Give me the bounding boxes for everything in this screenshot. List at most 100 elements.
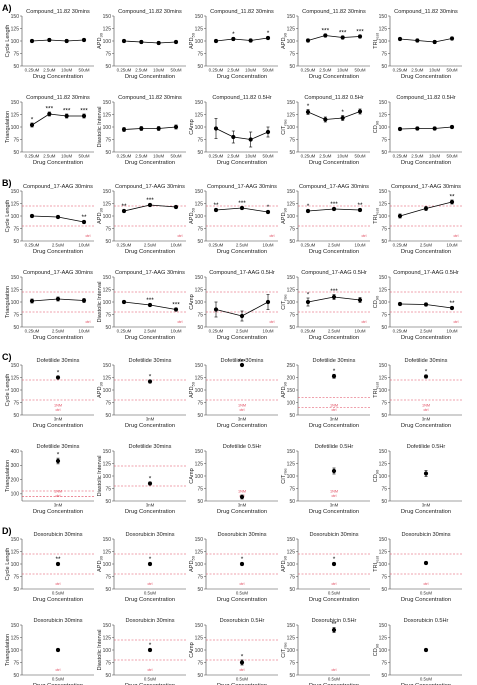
x-tick-label: 3nM xyxy=(422,503,431,508)
control-label: ctrl xyxy=(269,320,274,324)
control-label: 1NM xyxy=(330,490,338,494)
data-point xyxy=(213,38,219,44)
y-tick-label: 125 xyxy=(287,26,296,32)
chart-panel-11: Compound_17-AAG 30mins 50 75 100 125 150Cycle… xyxy=(5,184,94,255)
y-tick-label: 150 xyxy=(195,363,204,369)
y-tick-label: 100 xyxy=(11,214,20,220)
y-tick-label: 50 xyxy=(197,325,203,331)
y-tick-label: 125 xyxy=(195,26,204,32)
y-tick-label: 150 xyxy=(195,189,204,195)
x-tick-label: 50uM xyxy=(447,68,458,73)
x-tick-label: 2.5uM xyxy=(411,154,424,159)
data-point xyxy=(55,375,61,380)
y-axis-label: APD50 xyxy=(189,555,196,572)
control-label: ctrl xyxy=(423,408,428,412)
data-point xyxy=(357,297,363,303)
series-line xyxy=(399,38,453,43)
y-tick-label: 75 xyxy=(289,51,295,57)
x-tick-label: 0.5uM xyxy=(144,591,157,596)
y-tick-label: 75 xyxy=(197,574,203,580)
control-label: ctrl xyxy=(239,408,244,412)
x-tick-label: 2.5uM xyxy=(144,329,157,334)
data-point xyxy=(139,126,144,131)
x-tick-label: 3nM xyxy=(54,503,63,508)
data-point xyxy=(248,137,253,142)
y-tick-label: 150 xyxy=(287,388,296,394)
x-tick-label: 0.5uM xyxy=(52,677,65,682)
y-tick-label: 75 xyxy=(105,137,111,143)
data-point xyxy=(121,127,127,132)
chart-title: Compound_11.82 30mins xyxy=(302,9,366,15)
chart-panel-12: Compound_17-AAG 30mins 50 75 100 125 150 APD30… xyxy=(97,184,186,255)
chart-title: Dofetilide 0.5Hr xyxy=(315,444,354,450)
control-label: ctrl xyxy=(239,668,244,672)
x-axis-label: Drug Concentration xyxy=(125,423,175,429)
x-tick-label: 10uM xyxy=(429,154,440,159)
y-tick-label: 50 xyxy=(13,239,19,245)
x-axis-label: Drug Concentration xyxy=(125,74,175,80)
x-tick-label: 2.5uM xyxy=(43,68,56,73)
x-tick-label: 0.5uM xyxy=(52,591,65,596)
y-tick-label: 150 xyxy=(287,100,296,106)
chart-panel-33: Doxorubicin 30mins 50 75 100 125 150 APD50 ctrl… xyxy=(189,532,278,603)
y-tick-label: 100 xyxy=(11,388,20,394)
y-tick-label: 150 xyxy=(379,537,388,543)
y-tick-label: 125 xyxy=(103,112,112,118)
chart-title: Dofetilide 0.5Hr xyxy=(407,444,446,450)
chart-panel-23: Dofetilide 30mins 50 75 100 125 150 APD50 1NMct… xyxy=(189,358,278,429)
control-label: ctrl xyxy=(269,234,274,238)
y-tick-label: 125 xyxy=(11,287,20,293)
chart-panel-8: Compound_11.82 0.5Hr 50 75 100 125 150 CAmp 0.2… xyxy=(189,95,278,166)
chart-title: Compound_11.82 30mins xyxy=(394,9,458,15)
chart-panel-14: Compound_17-AAG 30mins 50 75 100 125 150 APD90… xyxy=(281,184,370,255)
x-tick-label: 10uM xyxy=(61,154,72,159)
y-tick-label: 125 xyxy=(379,461,388,467)
y-axis-label: APD30 xyxy=(97,32,104,49)
series-line xyxy=(307,35,361,41)
y-tick-label: 100 xyxy=(379,388,388,394)
x-axis-label: Drug Concentration xyxy=(33,74,83,80)
y-tick-label: 150 xyxy=(103,275,112,281)
y-tick-label: 50 xyxy=(13,413,19,419)
y-tick-label: 125 xyxy=(379,635,388,641)
y-tick-label: 125 xyxy=(11,635,20,641)
data-point xyxy=(29,213,35,219)
y-tick-label: 50 xyxy=(197,499,203,505)
control-label: ctrl xyxy=(331,668,336,672)
chart-title: Compound_11.82 30mins xyxy=(118,95,182,101)
y-tick-label: 150 xyxy=(103,14,112,20)
chart-title: Compound_17-AAG 0.5Hr xyxy=(393,270,459,276)
y-tick-label: 75 xyxy=(381,400,387,406)
y-tick-label: 100 xyxy=(103,214,112,220)
y-tick-label: 50 xyxy=(105,64,111,70)
x-tick-label: 50uM xyxy=(355,68,366,73)
chart-title: Compound_11.82 30mins xyxy=(26,95,90,101)
y-tick-label: 75 xyxy=(289,137,295,143)
control-label: 1NM xyxy=(54,404,62,408)
y-tick-label: 50 xyxy=(289,150,295,156)
data-point xyxy=(81,113,87,119)
chart-title: Dofetilide 30mins xyxy=(37,358,80,364)
data-point xyxy=(121,299,127,305)
data-point xyxy=(423,374,429,379)
x-tick-label: 3nM xyxy=(54,417,63,422)
data-point xyxy=(239,205,245,211)
y-axis-label: APD50 xyxy=(189,381,196,398)
chart-title: Dofetilide 30mins xyxy=(313,358,356,364)
y-tick-label: 125 xyxy=(379,287,388,293)
control-label: 1NM xyxy=(238,490,246,494)
control-label: ctrl xyxy=(453,234,458,238)
series-line xyxy=(215,128,269,140)
x-tick-label: 3nM xyxy=(146,503,155,508)
y-axis-label: APD90 xyxy=(281,32,288,49)
chart-title: Doxorubicin 30mins xyxy=(401,532,450,538)
y-tick-label: 75 xyxy=(105,312,111,318)
y-tick-label: 150 xyxy=(195,100,204,106)
data-point xyxy=(81,37,87,43)
x-axis-label: Drug Concentration xyxy=(33,423,83,429)
chart-title: Compound_11.82 0.5Hr xyxy=(212,95,271,101)
significance-star: *** xyxy=(339,30,347,37)
y-tick-label: 100 xyxy=(195,125,204,131)
x-tick-label: 2.5uM xyxy=(135,154,148,159)
chart-panel-6: Compound_11.82 30mins 50 75 100 125 150Triang… xyxy=(5,95,94,166)
